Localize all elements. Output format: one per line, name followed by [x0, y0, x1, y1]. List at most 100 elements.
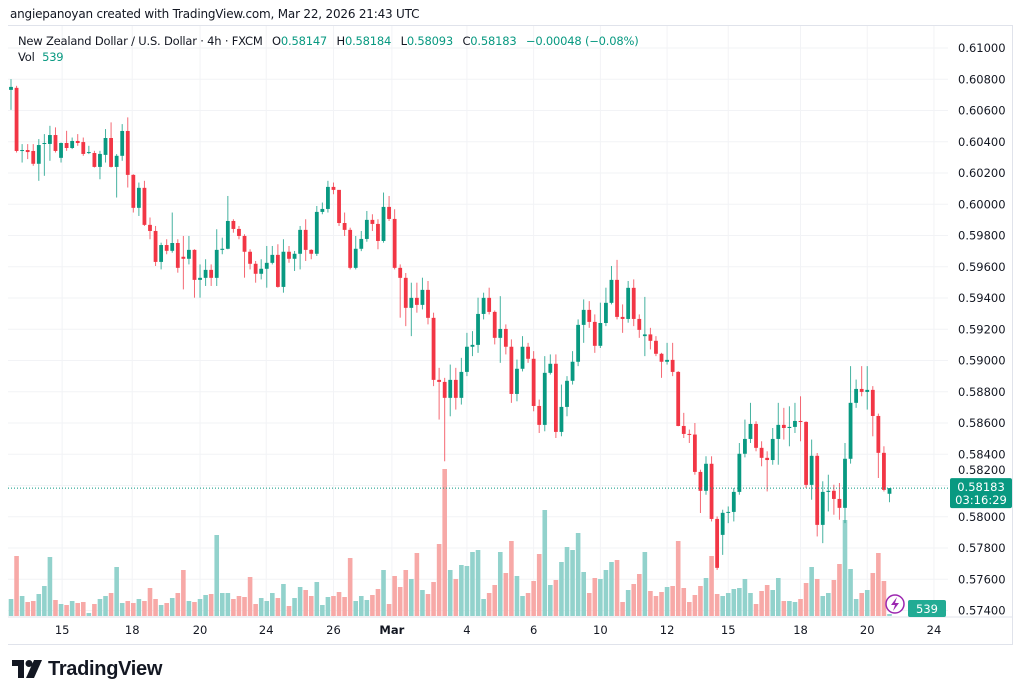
price-tick-label: 0.60800	[958, 72, 1006, 86]
candle-body	[387, 206, 391, 219]
candle-body	[631, 287, 636, 319]
candle-body	[431, 317, 436, 380]
volume-bar	[386, 604, 392, 616]
candle-body	[164, 245, 169, 251]
candle-body	[75, 140, 80, 143]
volume-value-label: 539	[908, 600, 946, 617]
candle-body	[253, 263, 258, 274]
candle-body	[576, 324, 581, 362]
candle-body	[31, 150, 36, 164]
candle-body	[348, 229, 353, 268]
volume-bar	[336, 592, 342, 616]
volume-bar	[731, 589, 737, 616]
time-tick-label: 20	[860, 623, 875, 637]
time-tick-label: 4	[463, 623, 470, 637]
volume-bar	[753, 604, 759, 616]
price-tick-label: 0.60200	[958, 166, 1006, 180]
volume-bar	[253, 604, 258, 616]
candle-body	[392, 218, 397, 268]
volume-bar	[737, 588, 742, 616]
volume-bar	[775, 578, 781, 616]
last-price-label: 0.58183 03:16:29	[950, 478, 1012, 509]
volume-bar	[759, 591, 764, 616]
candle-body	[409, 297, 414, 308]
volume-bar	[420, 590, 425, 616]
volume-bar	[703, 578, 709, 616]
volume-bar	[314, 582, 320, 616]
volume-bar	[503, 573, 509, 616]
candle-body	[559, 406, 564, 432]
volume-bar	[636, 574, 642, 616]
time-axis[interactable]: 15 18 20 24 26 Mar 4 6 10 12 15 18 20 24	[55, 623, 941, 637]
tradingview-logo-icon	[12, 660, 42, 678]
tradingview-wordmark: TradingView	[48, 657, 163, 680]
volume-bar	[258, 598, 264, 616]
candle-body	[414, 297, 419, 305]
volume-bar	[575, 533, 581, 616]
symbol-title[interactable]: New Zealand Dollar / U.S. Dollar · 4h · …	[18, 34, 263, 48]
volume-bar	[447, 570, 453, 616]
volume-bar	[798, 599, 803, 616]
candle-body	[743, 438, 747, 454]
volume-bar	[42, 586, 47, 616]
candle-body	[615, 279, 619, 317]
volume-bar	[481, 599, 486, 616]
volume-bar	[181, 570, 186, 616]
candle-body	[704, 463, 708, 491]
volume-bar	[709, 556, 714, 616]
candle-body	[403, 277, 408, 308]
volume-bar	[492, 585, 498, 616]
candle-body	[320, 208, 325, 212]
volume-label[interactable]: Vol	[18, 50, 35, 64]
candle-body	[309, 249, 314, 254]
volume-bar	[692, 595, 698, 616]
volume-bar	[242, 597, 247, 616]
volume-bar	[853, 599, 859, 616]
volume-bar	[142, 601, 147, 616]
candle-body	[854, 388, 859, 403]
price-tick-label: 0.59600	[958, 260, 1006, 274]
candle-body	[59, 143, 63, 158]
grid-lines	[8, 26, 1013, 618]
volume-bar	[670, 586, 675, 616]
volume-bar	[47, 557, 53, 616]
candle-body	[498, 328, 503, 338]
price-tick-label: 0.57800	[958, 541, 1006, 555]
candle-body	[465, 346, 469, 372]
volume-bar	[698, 586, 703, 616]
candle-body	[731, 491, 736, 512]
candle-body	[48, 135, 52, 144]
candle-body	[809, 455, 814, 485]
candle-body	[459, 371, 464, 398]
candle-body	[231, 220, 236, 229]
lightning-alert-icon[interactable]	[885, 594, 905, 614]
price-axis[interactable]: 0.61000 0.60800 0.60600 0.60400 0.60200 0.600…	[958, 41, 1006, 618]
candle-body	[331, 186, 336, 190]
volume-bar	[842, 520, 848, 616]
time-tick-label: 12	[660, 623, 675, 637]
volume-bar	[625, 590, 631, 616]
time-tick-label: 15	[55, 623, 70, 637]
candle-body	[587, 309, 592, 322]
volume-bar	[648, 591, 653, 616]
volume-bar	[614, 560, 620, 616]
candle-body	[592, 321, 597, 346]
time-tick-label: 10	[593, 623, 608, 637]
candle-body	[381, 206, 386, 241]
tradingview-logo[interactable]: TradingView	[12, 656, 162, 682]
candle-body	[804, 421, 808, 485]
volume-bar	[192, 602, 197, 616]
volume-bar	[509, 541, 514, 616]
candle-body	[98, 153, 102, 167]
volume-bar	[497, 552, 503, 616]
volume-bar	[275, 598, 281, 616]
volume-bar	[687, 602, 692, 616]
volume-bar	[409, 579, 414, 616]
price-tick-label: 0.58000	[958, 510, 1006, 524]
candle-body	[203, 269, 208, 278]
candle-body	[642, 334, 647, 337]
volume-bar	[281, 584, 286, 616]
candle-body	[314, 211, 319, 254]
volume-bar	[564, 547, 570, 616]
